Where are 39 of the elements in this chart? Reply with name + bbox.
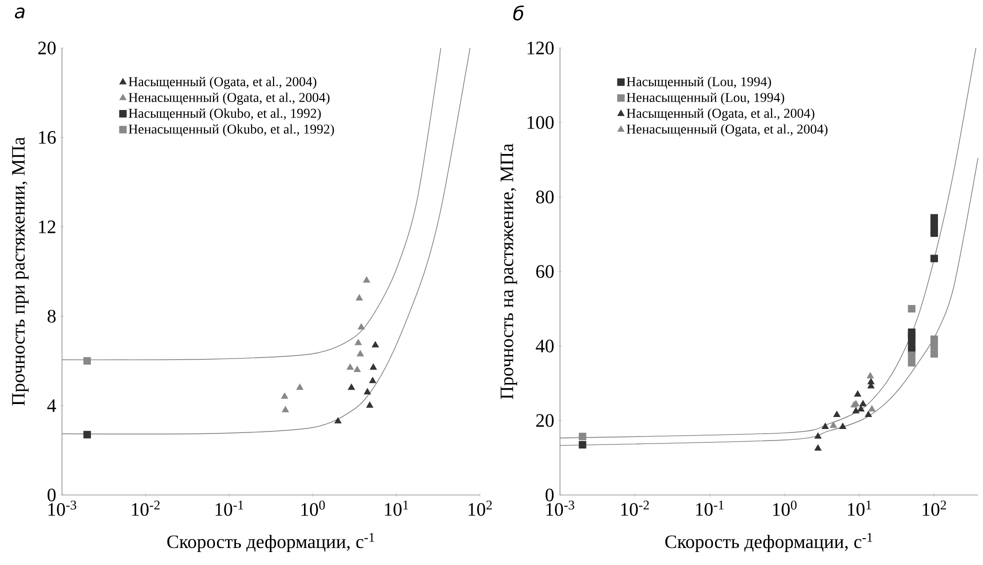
y-tick-label: 12 — [39, 220, 56, 234]
legend-label: Насыщенный (Okubo, et al., 1992) — [128, 108, 321, 121]
y-tick-label: 4 — [47, 399, 56, 412]
y-tick-label: 0 — [48, 488, 56, 502]
legend-label: Насыщенный (Lou, 1994) — [626, 76, 771, 89]
legend-label: Насыщенный (Ogata, et al., 2004) — [626, 108, 814, 121]
y-tick-label: 120 — [528, 42, 554, 54]
x-tick-label: 10$^{0}$ — [773, 500, 797, 516]
x-tick-label: 10$^{2}$ — [922, 500, 946, 516]
x-tick-label: 10$^{-1}$ — [696, 500, 724, 516]
y-tick-label: 100 — [528, 116, 554, 129]
x-tick-label: 10$^{0}$ — [301, 500, 325, 516]
y-tick-label: 8 — [48, 310, 56, 323]
y-tick-label: 20 — [536, 414, 554, 427]
x-tick-label: 10$^{1}$ — [385, 500, 408, 516]
y-axis-title: Прочность на растяжение, МПа — [500, 144, 518, 400]
x-tick-label: 10$^{-3}$ — [48, 500, 76, 516]
x-tick-label: 10$^{-2}$ — [621, 500, 649, 516]
x-axis-title: Скорость деформации, с$^{-1}$ — [167, 532, 374, 552]
x-tick-label: 10$^{2}$ — [468, 500, 492, 516]
legend-label: Ненасыщенный (Ogata, et al., 2004) — [128, 92, 330, 105]
x-tick-label: 10$^{-2}$ — [132, 500, 160, 516]
y-tick-label: 40 — [536, 340, 554, 352]
chart-title: б — [513, 5, 524, 20]
chart-title: а — [14, 8, 24, 18]
y-tick-label: 20 — [38, 42, 56, 54]
y-axis-title: Прочность при растяжении, МПа — [12, 137, 29, 406]
legend-label: Ненасыщенный (Okubo, et al., 1992) — [128, 124, 334, 136]
y-tick-label: 80 — [536, 190, 554, 204]
legend-label: Насыщенный (Ogata, et al., 2004) — [128, 76, 316, 89]
legend-label: Ненасыщенный (Lou, 1994) — [626, 92, 784, 105]
legend-label: Ненасыщенный (Ogata, et al., 2004) — [626, 124, 828, 136]
y-tick-label: 16 — [39, 131, 56, 144]
y-tick-label: 0 — [546, 488, 554, 502]
x-tick-label: 10$^{-3}$ — [546, 500, 574, 516]
x-axis-title: Скорость деформации, с$^{-1}$ — [665, 532, 872, 552]
y-tick-label: 60 — [536, 265, 554, 278]
x-tick-label: 10$^{-1}$ — [216, 500, 244, 516]
x-tick-label: 10$^{1}$ — [848, 500, 872, 516]
